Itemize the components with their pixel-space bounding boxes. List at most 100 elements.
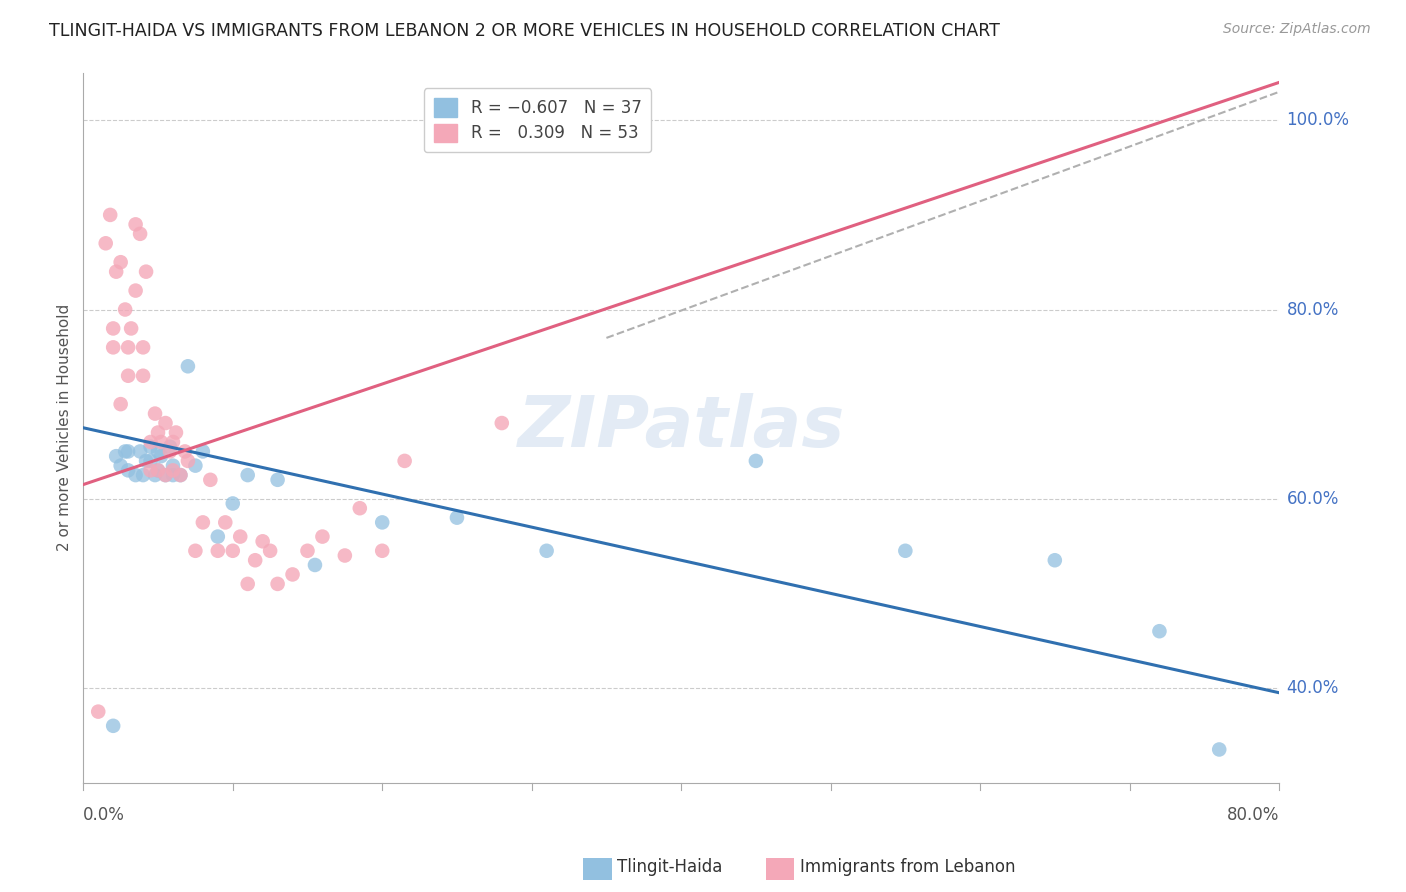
Point [143,468,166,483]
Point [191,516,214,530]
Point [135,265,157,279]
Point [243,553,266,567]
Point [117,463,139,477]
Point [124,284,146,298]
Point [894,543,917,558]
Point [1043,553,1066,567]
Point [110,458,132,473]
Point [103,340,125,354]
Point [146,463,169,477]
Point [222,543,245,558]
Point [394,454,416,468]
Point [207,543,229,558]
Point [174,444,197,458]
Point [143,407,166,421]
Point [114,444,136,458]
Point [214,516,236,530]
Point [222,496,245,510]
Point [371,543,394,558]
Point [169,468,191,483]
Text: 80.0%: 80.0% [1286,301,1339,318]
Point [103,719,125,733]
Point [155,416,177,430]
Point [117,340,139,354]
Text: ZIPatlas: ZIPatlas [517,393,845,462]
Point [177,359,200,374]
Point [229,530,252,544]
Point [110,397,132,411]
Point [139,463,162,477]
Point [146,463,169,477]
Point [159,440,181,454]
Legend: R = −0.607   N = 37, R =   0.309   N = 53: R = −0.607 N = 37, R = 0.309 N = 53 [423,88,651,153]
Point [103,321,125,335]
Point [139,440,162,454]
Point [236,468,259,483]
Point [536,543,558,558]
Point [139,434,162,449]
Point [333,549,356,563]
Point [184,458,207,473]
Point [98,208,121,222]
Point [150,449,173,463]
Point [117,368,139,383]
Text: 0.0%: 0.0% [83,806,125,824]
Text: Immigrants from Lebanon: Immigrants from Lebanon [800,858,1015,876]
Point [252,534,274,549]
Point [110,255,132,269]
Point [155,468,177,483]
Text: Tlingit-Haida: Tlingit-Haida [617,858,723,876]
Point [266,577,288,591]
Point [105,265,128,279]
Point [236,577,259,591]
Point [87,705,110,719]
Point [281,567,304,582]
Point [165,425,187,440]
Point [132,368,155,383]
Text: Source: ZipAtlas.com: Source: ZipAtlas.com [1223,22,1371,37]
Point [266,473,288,487]
Point [162,463,184,477]
Point [162,458,184,473]
Point [117,444,139,458]
Text: 60.0%: 60.0% [1286,490,1339,508]
Point [1208,742,1230,756]
Point [132,340,155,354]
Point [129,444,152,458]
Point [162,468,184,483]
Text: 80.0%: 80.0% [1226,806,1279,824]
Text: 100.0%: 100.0% [1286,112,1350,129]
Point [191,444,214,458]
Point [177,454,200,468]
Point [129,227,152,241]
Point [259,543,281,558]
Point [297,543,319,558]
Point [200,473,222,487]
Y-axis label: 2 or more Vehicles in Household: 2 or more Vehicles in Household [58,304,72,551]
Point [120,321,142,335]
Point [371,516,394,530]
Point [114,302,136,317]
Point [491,416,513,430]
Point [124,468,146,483]
Point [105,449,128,463]
Point [159,444,181,458]
Text: TLINGIT-HAIDA VS IMMIGRANTS FROM LEBANON 2 OR MORE VEHICLES IN HOUSEHOLD CORRELA: TLINGIT-HAIDA VS IMMIGRANTS FROM LEBANON… [49,22,1000,40]
Point [155,468,177,483]
Point [94,236,117,251]
Point [169,468,191,483]
Point [349,501,371,516]
Point [745,454,768,468]
Point [135,454,157,468]
Point [146,425,169,440]
Point [124,218,146,232]
Point [150,434,173,449]
Point [139,454,162,468]
Point [162,434,184,449]
Point [207,530,229,544]
Point [146,444,169,458]
Point [132,468,155,483]
Text: 40.0%: 40.0% [1286,679,1339,697]
Point [311,530,333,544]
Point [184,543,207,558]
